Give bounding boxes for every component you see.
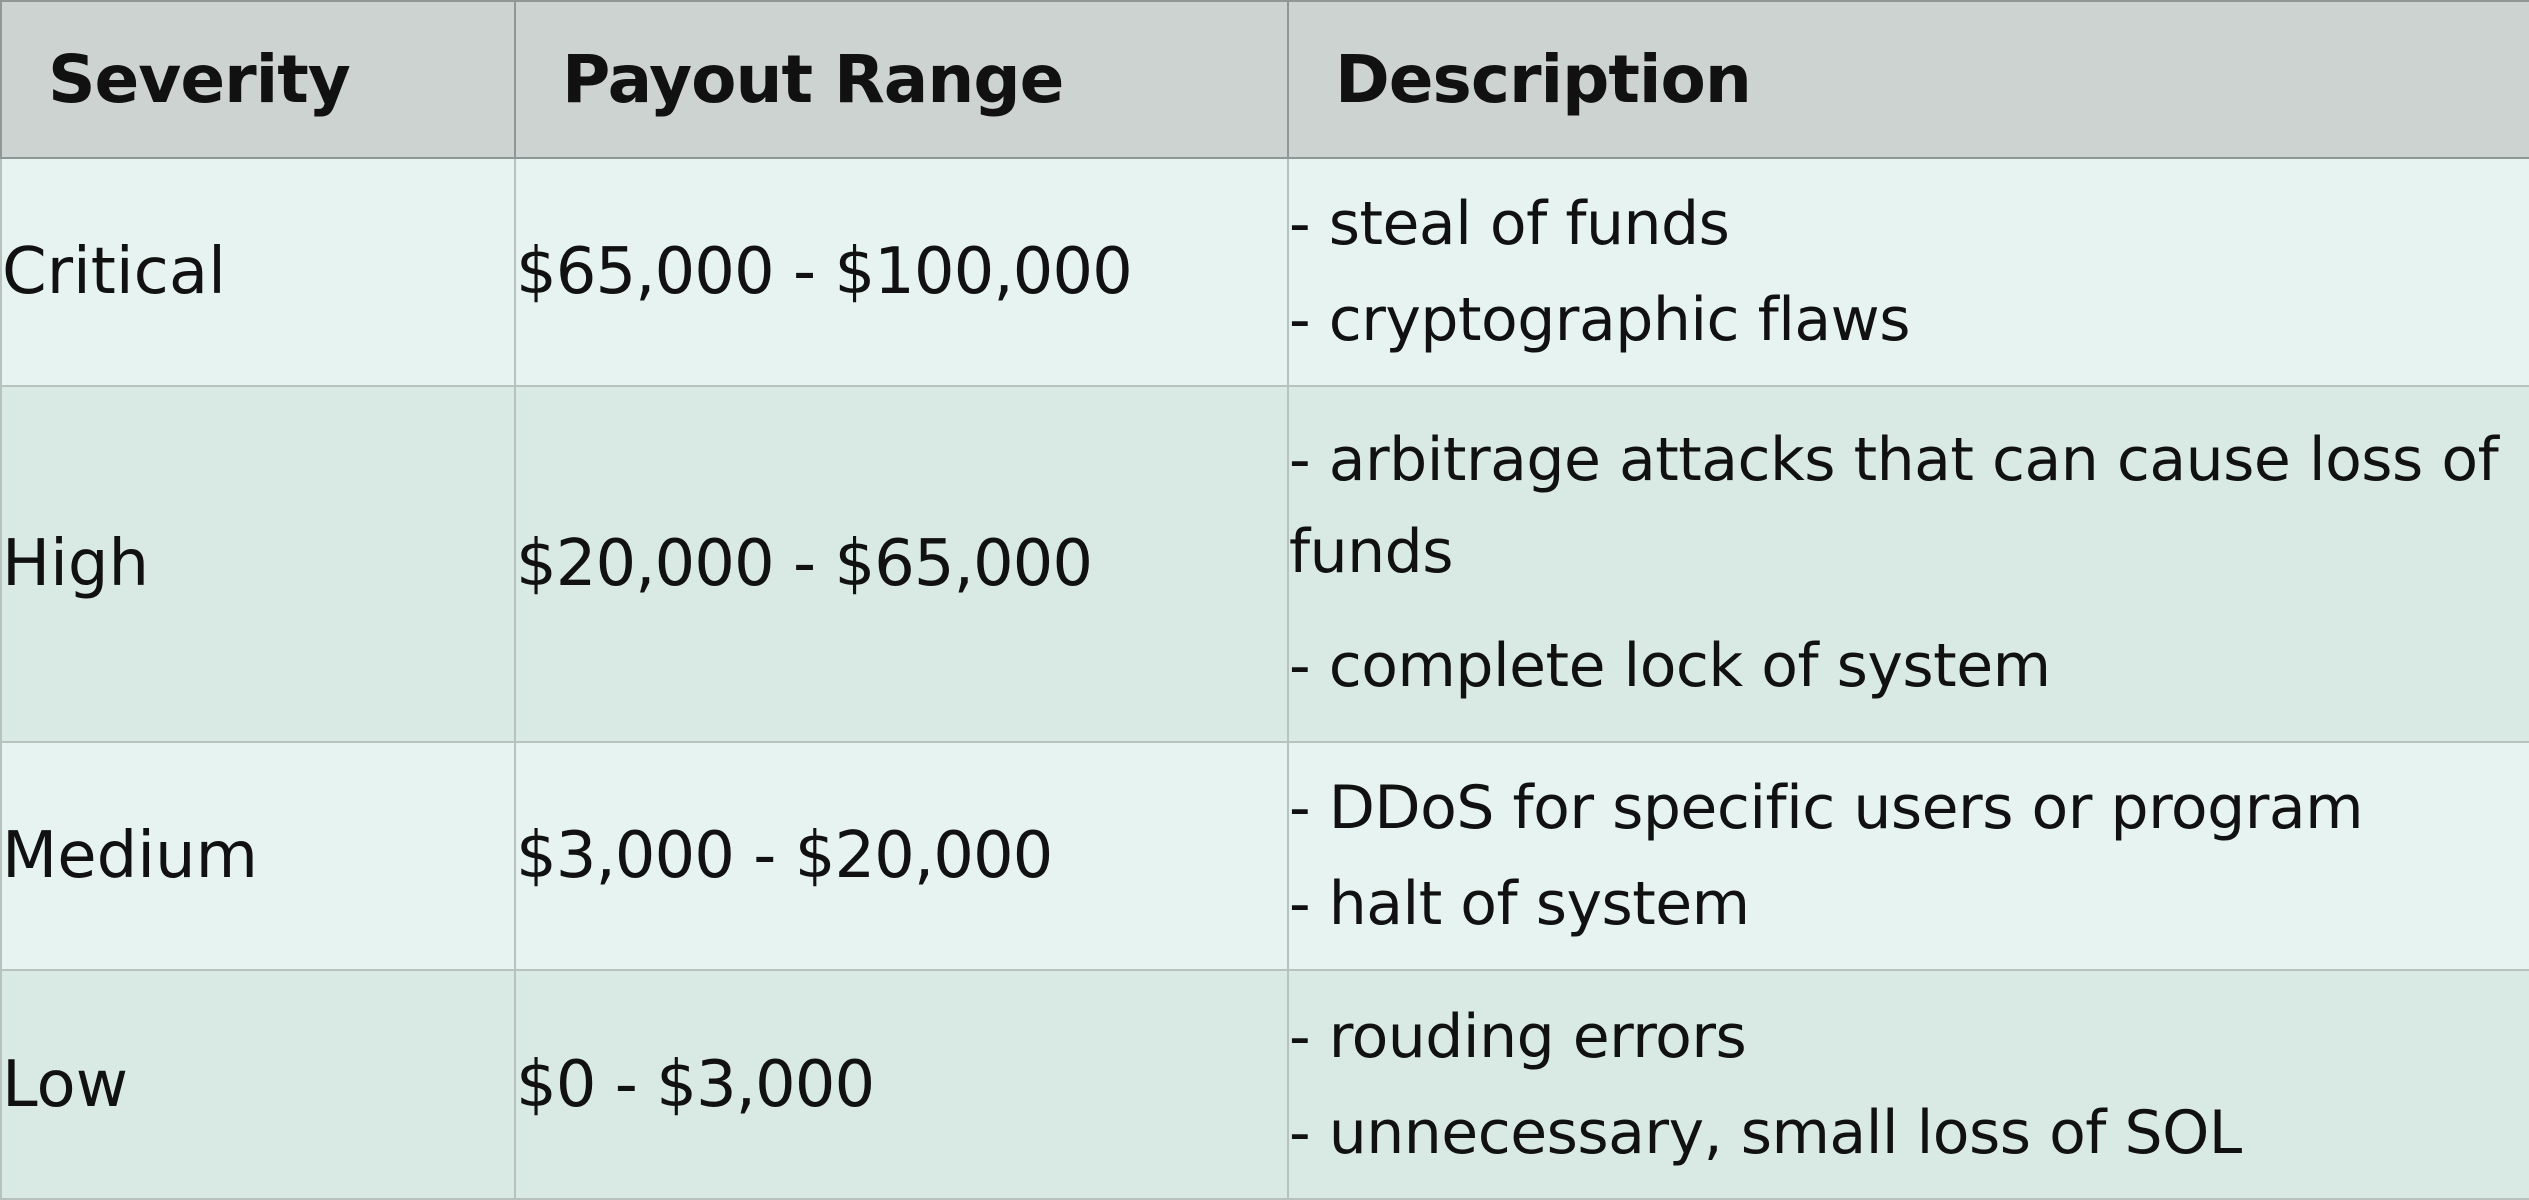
table-row: Low $0 - $3,000 - rouding errors - unnec… [0,969,2529,1200]
description-cell: - DDoS for specific users or program - h… [1287,741,2529,971]
description-line: - unnecessary, small loss of SOL [1289,1097,2242,1168]
description-line: - rouding errors [1289,1001,1747,1072]
payout-cell: $20,000 - $65,000 [514,385,1289,743]
header-payout-range: Payout Range [514,0,1289,159]
description-line: - complete lock of system [1289,631,2051,701]
table-row: Medium $3,000 - $20,000 - DDoS for speci… [0,741,2529,971]
table-body: Critical $65,000 - $100,000 - steal of f… [0,157,2529,1200]
header-row: Severity Payout Range Description [0,0,2529,159]
table-row: High $20,000 - $65,000 - arbitrage attac… [0,385,2529,743]
table-row: Critical $65,000 - $100,000 - steal of f… [0,157,2529,387]
description-line: - arbitrage attacks that can cause loss … [1289,425,2499,587]
severity-cell: Low [0,969,516,1200]
severity-cell: Critical [0,157,516,387]
severity-cell: Medium [0,741,516,971]
description-cell: - arbitrage attacks that can cause loss … [1287,385,2529,743]
severity-cell: High [0,385,516,743]
payout-cell: $3,000 - $20,000 [514,741,1289,971]
payout-cell: $65,000 - $100,000 [514,157,1289,387]
description-cell: - rouding errors - unnecessary, small lo… [1287,969,2529,1200]
description-line: - steal of funds [1289,189,1730,259]
description-cell: - steal of funds - cryptographic flaws [1287,157,2529,387]
description-line: - cryptographic flaws [1289,285,1910,355]
payout-cell: $0 - $3,000 [514,969,1289,1200]
description-line: - DDoS for specific users or program [1289,773,2364,843]
header-description: Description [1287,0,2529,159]
description-line: - halt of system [1289,869,1750,939]
header-severity: Severity [0,0,516,159]
table-header: Severity Payout Range Description [0,0,2529,159]
